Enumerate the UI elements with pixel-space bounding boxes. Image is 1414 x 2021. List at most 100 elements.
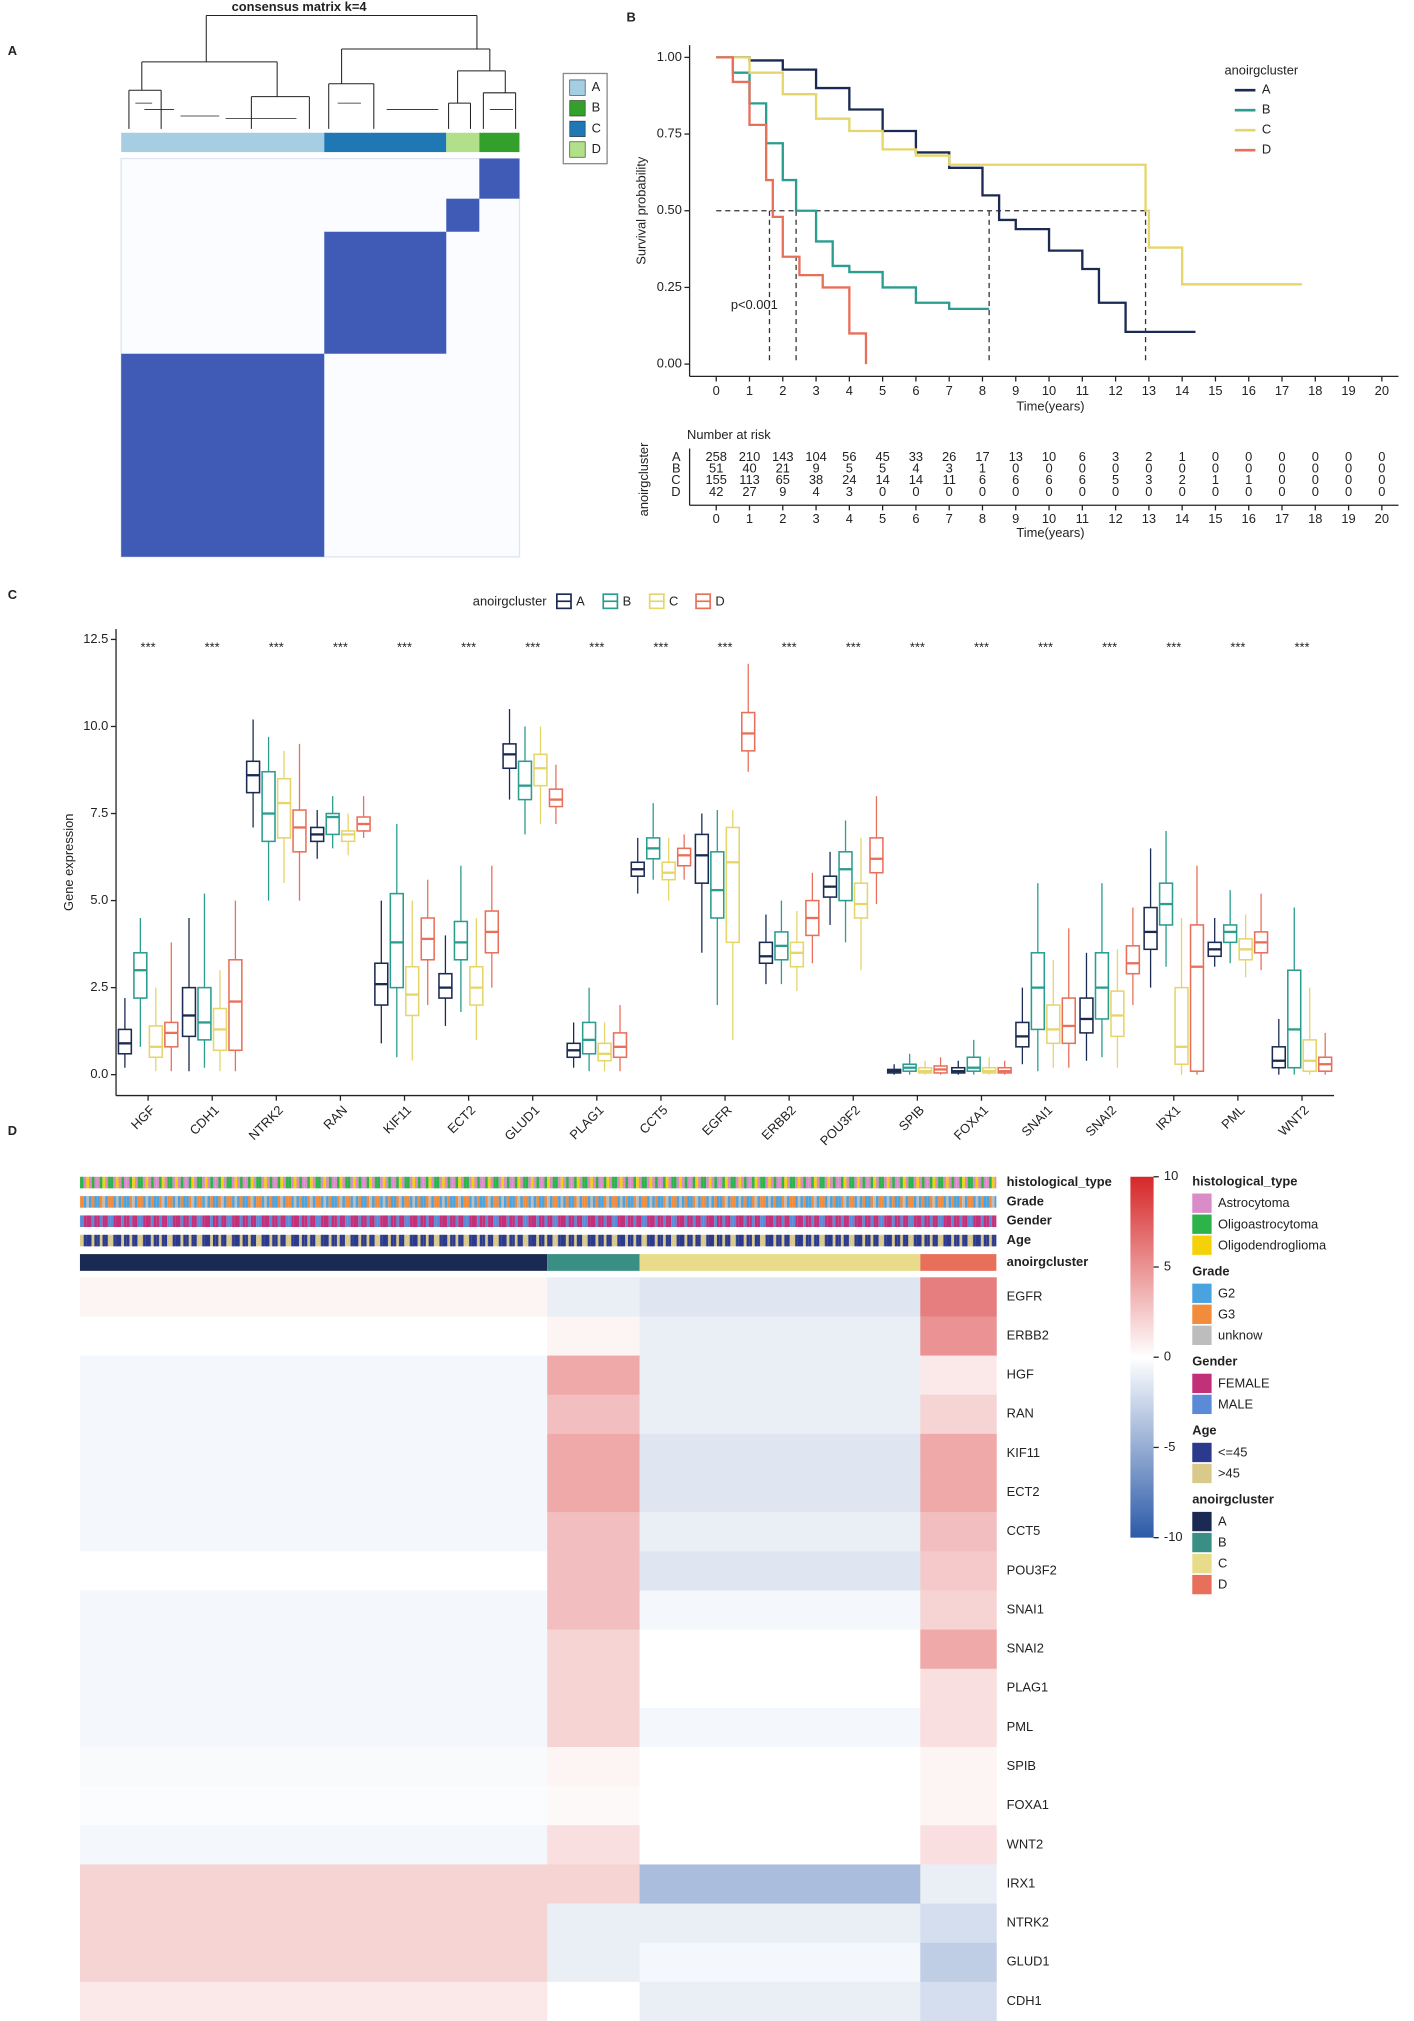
box bbox=[661, 861, 676, 881]
risk-count: 10 bbox=[1042, 449, 1056, 464]
box bbox=[276, 777, 292, 839]
legend-swatch bbox=[1192, 1373, 1212, 1394]
box bbox=[197, 986, 212, 1041]
x-tick-label: 13 bbox=[1142, 383, 1156, 398]
risk-count: 0 bbox=[1212, 449, 1219, 464]
cluster-track bbox=[920, 1254, 997, 1271]
row-label: PML bbox=[1007, 1719, 1033, 1734]
box bbox=[261, 770, 276, 843]
box bbox=[389, 892, 404, 989]
box bbox=[725, 826, 740, 944]
risk-count: 65 bbox=[776, 472, 790, 487]
risk-count: 6 bbox=[1012, 472, 1019, 487]
box bbox=[1189, 924, 1205, 1072]
x-tick-label: EGFR bbox=[699, 1102, 735, 1138]
legend-swatch bbox=[1192, 1283, 1212, 1303]
heatmap-cell bbox=[547, 1629, 640, 1670]
risk-count: 6 bbox=[1045, 472, 1052, 487]
risk-count: 0 bbox=[1312, 484, 1319, 499]
chart-title: consensus matrix k=4 bbox=[232, 0, 368, 14]
risk-count: 104 bbox=[805, 449, 826, 464]
significance: *** bbox=[205, 640, 220, 655]
row-label: RAN bbox=[1007, 1406, 1034, 1421]
row-label: FOXA1 bbox=[1007, 1797, 1049, 1812]
risk-count: 0 bbox=[1112, 461, 1119, 476]
box bbox=[1271, 1046, 1287, 1069]
heatmap-cell bbox=[920, 1629, 997, 1670]
legend-label: D bbox=[592, 141, 601, 156]
heatmap-cell bbox=[79, 1355, 548, 1396]
risk-count: 0 bbox=[1212, 484, 1219, 499]
risk-count: 3 bbox=[1112, 449, 1119, 464]
row-label: ECT2 bbox=[1007, 1484, 1040, 1499]
x-tick-label: 7 bbox=[946, 383, 953, 398]
risk-count: 1 bbox=[1212, 472, 1219, 487]
x-tick-label: ERBB2 bbox=[758, 1102, 798, 1142]
heatmap-cell bbox=[639, 1825, 921, 1865]
annotation-track bbox=[79, 1196, 997, 1208]
x-tick-label: 11 bbox=[1076, 383, 1089, 398]
legend-title: anoirgcluster bbox=[1224, 62, 1298, 77]
track-label: Grade bbox=[1007, 1193, 1044, 1208]
risk-x-tick-label: 7 bbox=[946, 511, 953, 526]
legend-title: Age bbox=[1192, 1423, 1216, 1438]
x-tick-label: CCT5 bbox=[636, 1102, 670, 1136]
risk-count: 155 bbox=[705, 472, 726, 487]
heatmap-cell bbox=[920, 1590, 997, 1630]
risk-count: 0 bbox=[1378, 472, 1385, 487]
heatmap-cell bbox=[79, 1316, 548, 1356]
heatmap-cell bbox=[920, 1433, 997, 1474]
risk-count: 9 bbox=[779, 484, 786, 499]
x-tick-label: WNT2 bbox=[1275, 1102, 1311, 1138]
row-label: EGFR bbox=[1007, 1288, 1043, 1303]
box bbox=[1015, 1021, 1030, 1048]
heatmap-cell bbox=[920, 1668, 997, 1709]
risk-x-tick-label: 5 bbox=[879, 511, 886, 526]
significance: *** bbox=[589, 640, 604, 655]
legend-swatch bbox=[1192, 1325, 1212, 1345]
risk-count: 0 bbox=[1012, 461, 1019, 476]
risk-count: 0 bbox=[1345, 484, 1352, 499]
x-tick-label: PML bbox=[1218, 1102, 1247, 1131]
consensus-block bbox=[324, 231, 447, 354]
legend-label: C bbox=[1262, 122, 1271, 137]
box bbox=[517, 760, 533, 801]
row-label: ERBB2 bbox=[1007, 1327, 1049, 1342]
risk-count: 6 bbox=[1079, 449, 1086, 464]
risk-count: 0 bbox=[1345, 461, 1352, 476]
legend-label: B bbox=[1218, 1535, 1227, 1550]
heatmap-cell bbox=[79, 1629, 548, 1670]
risk-count: 0 bbox=[1245, 461, 1252, 476]
heatmap-cell bbox=[79, 1277, 548, 1317]
legend-swatch bbox=[1192, 1235, 1212, 1255]
risk-count: 0 bbox=[1012, 484, 1019, 499]
heatmap-cell bbox=[547, 1668, 640, 1709]
legend-swatch bbox=[1192, 1214, 1212, 1234]
x-tick-label: ECT2 bbox=[444, 1102, 478, 1136]
y-tick-label: 7.5 bbox=[90, 805, 108, 820]
heatmap-cell bbox=[920, 1551, 997, 1591]
box bbox=[1287, 969, 1302, 1069]
legend-frame bbox=[562, 72, 608, 165]
significance: *** bbox=[525, 640, 540, 655]
legend-label: D bbox=[715, 593, 724, 608]
risk-count: 0 bbox=[1079, 461, 1086, 476]
risk-count: 45 bbox=[875, 449, 889, 464]
consensus-block bbox=[446, 198, 480, 232]
risk-count: 0 bbox=[879, 484, 886, 499]
risk-count: 5 bbox=[879, 461, 886, 476]
heatmap-cell bbox=[920, 1316, 997, 1356]
legend-label: C bbox=[1218, 1556, 1227, 1571]
risk-count: 9 bbox=[812, 461, 819, 476]
box bbox=[438, 972, 453, 999]
risk-x-tick-label: 3 bbox=[812, 511, 819, 526]
heatmap-cell bbox=[79, 1590, 548, 1630]
dendrogram bbox=[128, 14, 517, 129]
risk-count: 0 bbox=[1045, 461, 1052, 476]
risk-count: 3 bbox=[946, 461, 953, 476]
box bbox=[612, 1032, 628, 1059]
box bbox=[1030, 952, 1046, 1031]
heatmap-cell bbox=[639, 1277, 921, 1317]
heatmap-cell bbox=[547, 1864, 640, 1904]
legend-swatch bbox=[569, 100, 586, 117]
